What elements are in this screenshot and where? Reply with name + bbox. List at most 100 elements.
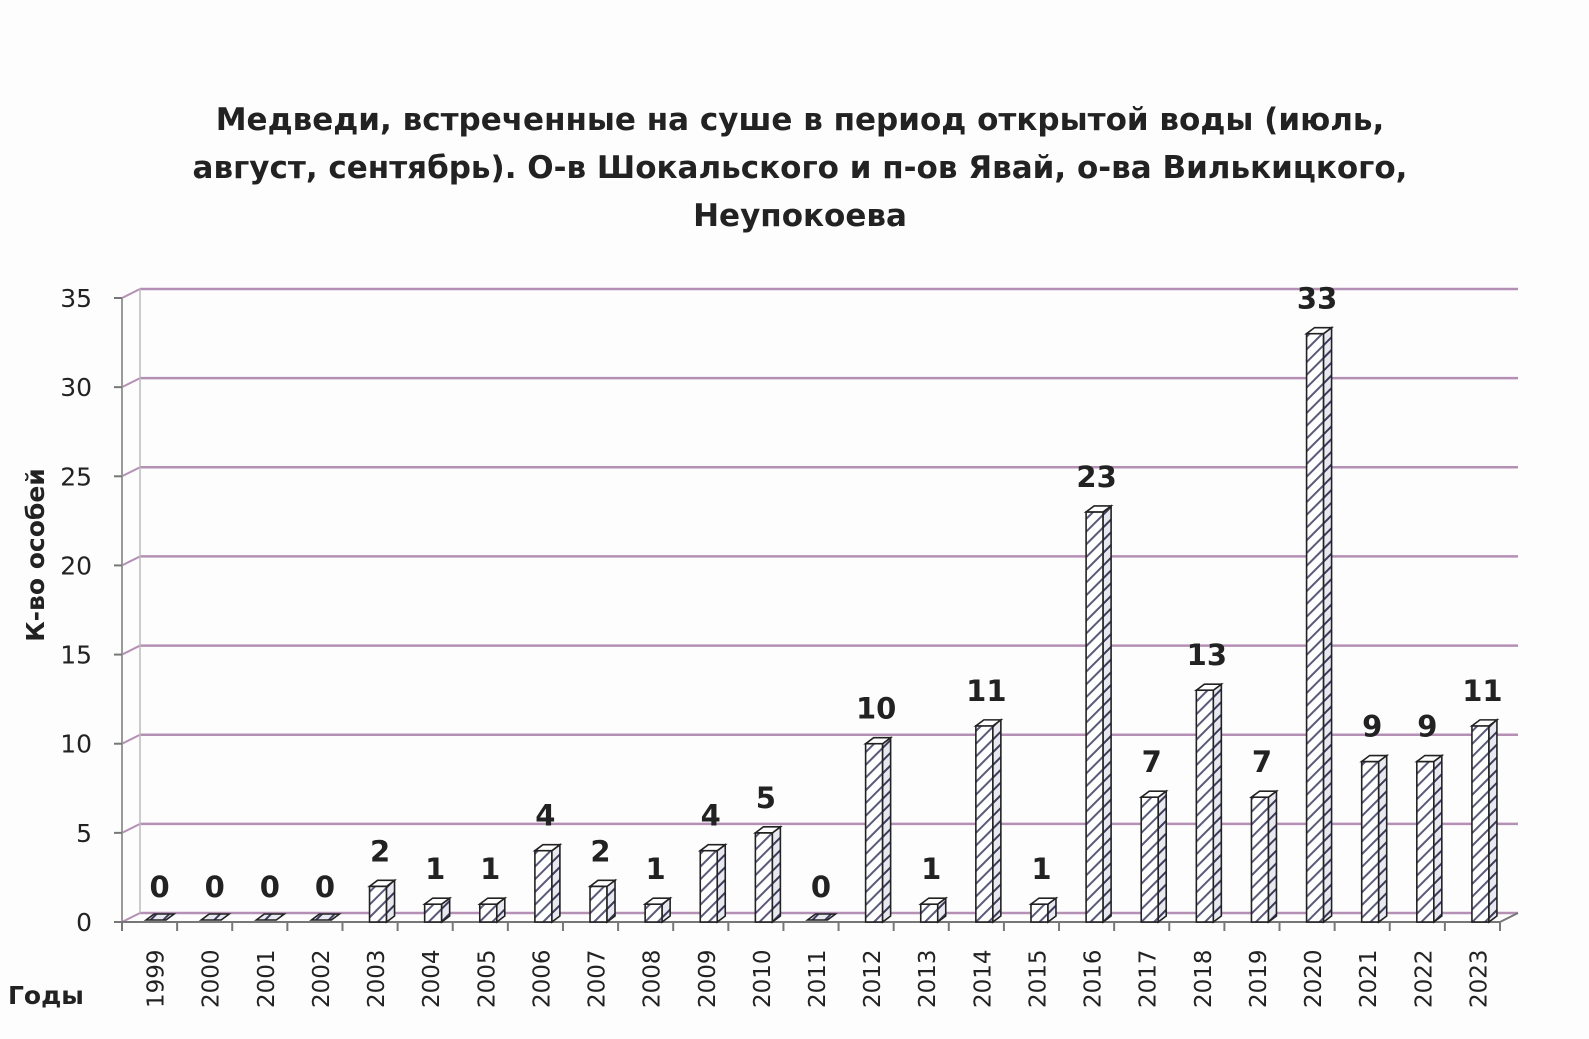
bar-2015 xyxy=(1028,896,1059,924)
bar-side xyxy=(1433,753,1443,924)
bar-side xyxy=(771,825,782,924)
bar-flat xyxy=(253,913,287,921)
gridline-depth-30 xyxy=(121,377,141,389)
bars xyxy=(143,326,1500,924)
data-label-2014: 11 xyxy=(966,674,1006,708)
data-label-2010: 5 xyxy=(756,781,776,815)
x-tick-label-2004: 2004 xyxy=(419,949,445,1008)
x-tick-label-2009: 2009 xyxy=(695,949,721,1008)
bar-top xyxy=(1304,326,1334,335)
bar-front xyxy=(864,742,884,923)
bar-2016 xyxy=(1083,504,1114,924)
gridline-depth-10 xyxy=(121,733,141,745)
bar-2008 xyxy=(642,896,673,924)
bar-front xyxy=(1305,332,1325,923)
bar-top xyxy=(1138,790,1169,799)
x-tick-label-2020: 2020 xyxy=(1301,949,1327,1008)
bar-front xyxy=(1416,760,1435,923)
bar-2006 xyxy=(532,843,563,924)
bar-top xyxy=(587,879,618,888)
bar-2017 xyxy=(1138,789,1169,924)
chart-title-line-3: Неупокоева xyxy=(693,198,907,234)
data-label-2012: 10 xyxy=(856,692,896,726)
bar-front xyxy=(1250,796,1270,923)
x-tick-label-2000: 2000 xyxy=(199,949,225,1008)
bar-2001 xyxy=(253,913,287,921)
x-tick-label-2010: 2010 xyxy=(750,949,776,1008)
data-label-2017: 7 xyxy=(1142,745,1162,779)
bar-2005 xyxy=(477,896,508,924)
data-label-1999: 0 xyxy=(149,870,169,904)
data-label-2013: 1 xyxy=(921,852,941,886)
data-label-2006: 4 xyxy=(535,799,555,833)
bar-front xyxy=(975,725,994,923)
chart-title-line-1: Медведи, встреченные на суше в период от… xyxy=(215,102,1385,138)
bar-top xyxy=(1028,897,1059,905)
bar-top xyxy=(642,897,673,905)
bar-side xyxy=(385,878,396,924)
bar-2013 xyxy=(918,896,949,924)
x-tick-label-2017: 2017 xyxy=(1136,949,1162,1008)
gridline-depth-5 xyxy=(121,822,141,834)
bar-top xyxy=(1083,505,1114,513)
bar-front xyxy=(1360,760,1380,923)
data-label-2021: 9 xyxy=(1362,710,1382,744)
bar-flat xyxy=(309,913,342,921)
bar-2000 xyxy=(198,913,232,921)
data-label-2003: 2 xyxy=(370,834,390,868)
x-tick-label-2012: 2012 xyxy=(860,949,886,1008)
bar-top xyxy=(1193,683,1224,692)
data-label-2011: 0 xyxy=(811,870,831,904)
data-label-2016: 23 xyxy=(1076,460,1116,494)
bar-side xyxy=(551,843,561,924)
y-tick-label: 5 xyxy=(76,819,92,848)
bar-top xyxy=(1469,719,1500,727)
bar-2022 xyxy=(1414,753,1445,924)
gridline-depth-0 xyxy=(121,912,141,923)
bar-flat xyxy=(198,913,232,921)
bar-2002 xyxy=(309,913,342,921)
bar-2004 xyxy=(422,896,453,924)
bar-side xyxy=(1267,789,1278,924)
bar-front xyxy=(699,849,719,923)
bar-top xyxy=(367,879,397,888)
y-axis-title: К-во особей xyxy=(21,468,50,642)
bar-front xyxy=(644,903,663,923)
bar-flat xyxy=(805,913,838,921)
bar-front xyxy=(423,903,443,923)
y-tick-label: 15 xyxy=(60,641,92,670)
x-tick-label-2002: 2002 xyxy=(309,949,335,1008)
bar-front xyxy=(1140,796,1160,923)
gridline-depth-15 xyxy=(121,644,141,656)
bar-side xyxy=(1322,326,1333,924)
bar-2019 xyxy=(1249,789,1279,924)
bar-2007 xyxy=(587,878,618,924)
bar-front xyxy=(368,885,388,923)
chart-title: Медведи, встреченные на суше в период от… xyxy=(170,96,1430,240)
data-label-2008: 1 xyxy=(646,852,666,886)
data-label-2005: 1 xyxy=(480,852,500,886)
data-label-2000: 0 xyxy=(205,870,225,904)
x-tick-label-1999: 1999 xyxy=(144,949,170,1008)
bar-front xyxy=(1085,511,1104,923)
x-tick-label-2023: 2023 xyxy=(1466,949,1492,1008)
bar-side xyxy=(1212,682,1223,924)
bar-top xyxy=(1359,754,1390,763)
bar-top xyxy=(1414,754,1445,763)
bar-top xyxy=(973,719,1004,727)
x-tick-label-2001: 2001 xyxy=(254,949,280,1008)
bar-top xyxy=(532,843,563,852)
gridline-depth-25 xyxy=(121,466,141,478)
data-label-2019: 7 xyxy=(1252,745,1272,779)
bar-2011 xyxy=(805,913,838,921)
x-tick-label-2006: 2006 xyxy=(529,949,555,1008)
data-label-2022: 9 xyxy=(1417,710,1437,744)
data-label-2002: 0 xyxy=(315,870,335,904)
data-label-2020: 33 xyxy=(1297,282,1337,316)
bar-1999 xyxy=(143,913,177,921)
bar-front xyxy=(754,832,774,923)
bar-2018 xyxy=(1193,682,1224,924)
bar-top xyxy=(697,843,728,852)
data-label-2007: 2 xyxy=(590,834,610,868)
